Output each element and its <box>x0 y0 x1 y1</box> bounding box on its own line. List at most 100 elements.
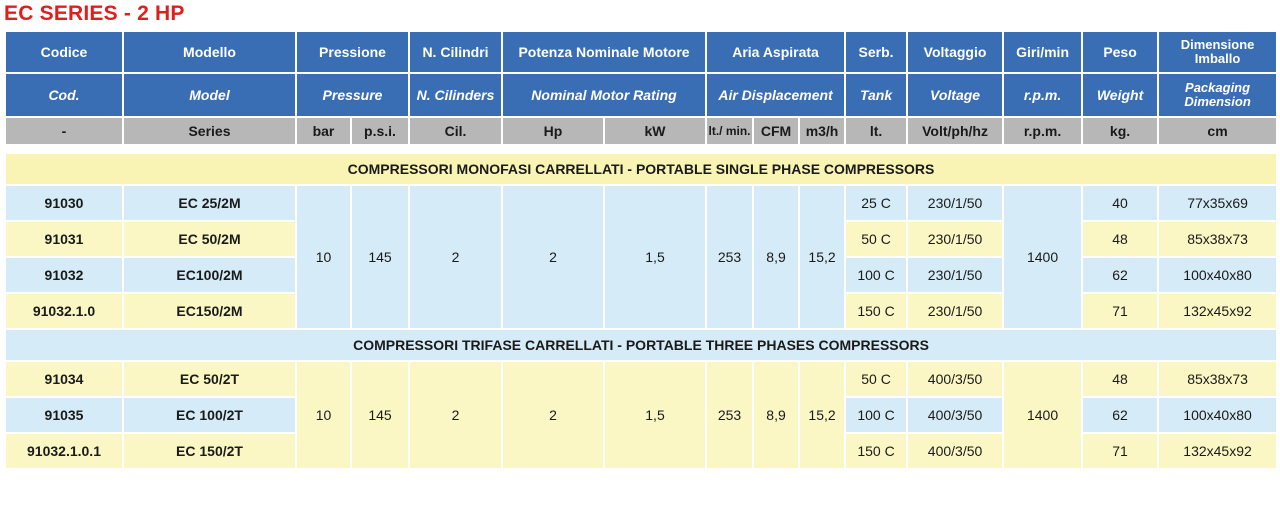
unit-cell: Series <box>122 116 297 146</box>
weight-cell: 48 <box>1081 360 1160 398</box>
voltage-cell: 400/3/50 <box>906 360 1005 398</box>
voltage-cell: 230/1/50 <box>906 184 1005 222</box>
weight-cell: 71 <box>1081 292 1160 330</box>
header-cell: r.p.m. <box>1002 72 1084 118</box>
cfm-cell: 8,9 <box>752 360 801 470</box>
cylinders-cell: 2 <box>408 360 503 470</box>
tank-cell: 100 C <box>844 396 909 434</box>
header-cell: Nominal Motor Rating <box>500 72 708 118</box>
weight-cell: 62 <box>1081 396 1160 434</box>
section-title: COMPRESSORI MONOFASI CARRELLATI - PORTAB… <box>3 152 1279 186</box>
code-cell: 91032.1.0.1 <box>4 432 124 470</box>
dimension-cell: 100x40x80 <box>1157 396 1279 434</box>
unit-cell: kg. <box>1081 116 1160 146</box>
weight-cell: 71 <box>1081 432 1160 470</box>
unit-cell: lt. <box>844 116 909 146</box>
header-row-italian: Codice Modello Pressione N. Cilindri Pot… <box>4 30 1279 74</box>
header-cell: Dimensione Imballo <box>1157 30 1279 74</box>
unit-cell: - <box>4 116 124 146</box>
section-header-three-phase: COMPRESSORI TRIFASE CARRELLATI - PORTABL… <box>3 328 1279 362</box>
voltage-cell: 230/1/50 <box>906 292 1005 330</box>
model-cell: EC100/2M <box>122 256 297 294</box>
psi-cell: 145 <box>350 360 410 470</box>
specs-table: Codice Modello Pressione N. Cilindri Pot… <box>3 30 1279 470</box>
kw-cell: 1,5 <box>602 360 708 470</box>
header-cell: Serb. <box>844 30 909 74</box>
table-row: 91034 EC 50/2T 10 145 2 2 1,5 253 8,9 15… <box>4 360 1279 470</box>
table-row: 91031 EC 50/2M 50 C 230/1/50 48 85x38x73 <box>4 220 1279 258</box>
tank-cell: 150 C <box>844 432 909 470</box>
kw-cell: 1,5 <box>602 184 708 330</box>
voltage-cell: 400/3/50 <box>906 432 1005 470</box>
model-cell: EC 150/2T <box>122 432 297 470</box>
spacer <box>5 145 1278 153</box>
header-cell: N. Cilinders <box>408 72 503 118</box>
code-cell: 91030 <box>4 184 124 222</box>
hp-cell: 2 <box>501 184 605 330</box>
spacer-row <box>5 145 1278 153</box>
header-cell: Pressione <box>295 30 410 74</box>
header-cell: Aria Aspirata <box>705 30 847 74</box>
header-cell: Tank <box>844 72 909 118</box>
unit-cell: bar <box>295 116 352 146</box>
unit-cell: CFM <box>752 116 801 146</box>
unit-cell: r.p.m. <box>1002 116 1084 146</box>
table-row: 91032.1.0.1 EC 150/2T 150 C 400/3/50 71 … <box>4 432 1279 470</box>
m3h-cell: 15,2 <box>798 360 847 470</box>
header-cell: N. Cilindri <box>408 30 503 74</box>
code-cell: 91032 <box>4 256 124 294</box>
rpm-cell: 1400 <box>1002 360 1084 470</box>
lt-min-cell: 253 <box>705 360 755 470</box>
dimension-cell: 132x45x92 <box>1157 292 1279 330</box>
weight-cell: 40 <box>1081 184 1160 222</box>
unit-cell: Volt/ph/hz <box>906 116 1005 146</box>
header-cell: Giri/min <box>1002 30 1084 74</box>
dimension-cell: 100x40x80 <box>1157 256 1279 294</box>
rpm-cell: 1400 <box>1002 184 1084 330</box>
table-row: 91032.1.0 EC150/2M 150 C 230/1/50 71 132… <box>4 292 1279 330</box>
header-row-units: - Series bar p.s.i. Cil. Hp kW lt./ min.… <box>4 116 1279 146</box>
tank-cell: 50 C <box>844 360 909 398</box>
tank-cell: 25 C <box>844 184 909 222</box>
bar-cell: 10 <box>295 184 352 330</box>
model-cell: EC 100/2T <box>122 396 297 434</box>
bar-cell: 10 <box>295 360 352 470</box>
lt-min-cell: 253 <box>705 184 755 330</box>
header-cell: Voltaggio <box>906 30 1005 74</box>
header-cell: Potenza Nominale Motore <box>500 30 708 74</box>
dimension-cell: 132x45x92 <box>1157 432 1279 470</box>
model-cell: EC150/2M <box>122 292 297 330</box>
voltage-cell: 230/1/50 <box>906 256 1005 294</box>
model-cell: EC 50/2T <box>122 360 297 398</box>
header-cell: Codice <box>4 30 124 74</box>
weight-cell: 48 <box>1081 220 1160 258</box>
dimension-cell: 85x38x73 <box>1157 360 1279 398</box>
header-cell: Voltage <box>906 72 1005 118</box>
tank-cell: 100 C <box>844 256 909 294</box>
model-cell: EC 25/2M <box>122 184 297 222</box>
tank-cell: 150 C <box>844 292 909 330</box>
header-cell: Air Displacement <box>705 72 847 118</box>
header-cell: Packaging Dimension <box>1157 72 1279 118</box>
table-row: 91032 EC100/2M 100 C 230/1/50 62 100x40x… <box>4 256 1279 294</box>
unit-cell: m3/h <box>798 116 847 146</box>
section-header-single-phase: COMPRESSORI MONOFASI CARRELLATI - PORTAB… <box>3 152 1279 186</box>
cylinders-cell: 2 <box>408 184 503 330</box>
header-cell: Cod. <box>4 72 124 118</box>
voltage-cell: 400/3/50 <box>906 396 1005 434</box>
section-title: COMPRESSORI TRIFASE CARRELLATI - PORTABL… <box>3 328 1279 362</box>
unit-cell: lt./ min. <box>705 116 755 146</box>
table-row: 91030 EC 25/2M 10 145 2 2 1,5 253 8,9 15… <box>4 184 1279 330</box>
code-cell: 91035 <box>4 396 124 434</box>
header-cell: Modello <box>122 30 297 74</box>
table-row: 91035 EC 100/2T 100 C 400/3/50 62 100x40… <box>4 396 1279 434</box>
code-cell: 91032.1.0 <box>4 292 124 330</box>
header-cell: Weight <box>1081 72 1160 118</box>
hp-cell: 2 <box>501 360 605 470</box>
voltage-cell: 230/1/50 <box>906 220 1005 258</box>
header-row-english: Cod. Model Pressure N. Cilinders Nominal… <box>4 72 1279 118</box>
dimension-cell: 77x35x69 <box>1157 184 1279 222</box>
tank-cell: 50 C <box>844 220 909 258</box>
header-cell: Peso <box>1081 30 1160 74</box>
page-title: EC SERIES - 2 HP <box>4 2 185 25</box>
